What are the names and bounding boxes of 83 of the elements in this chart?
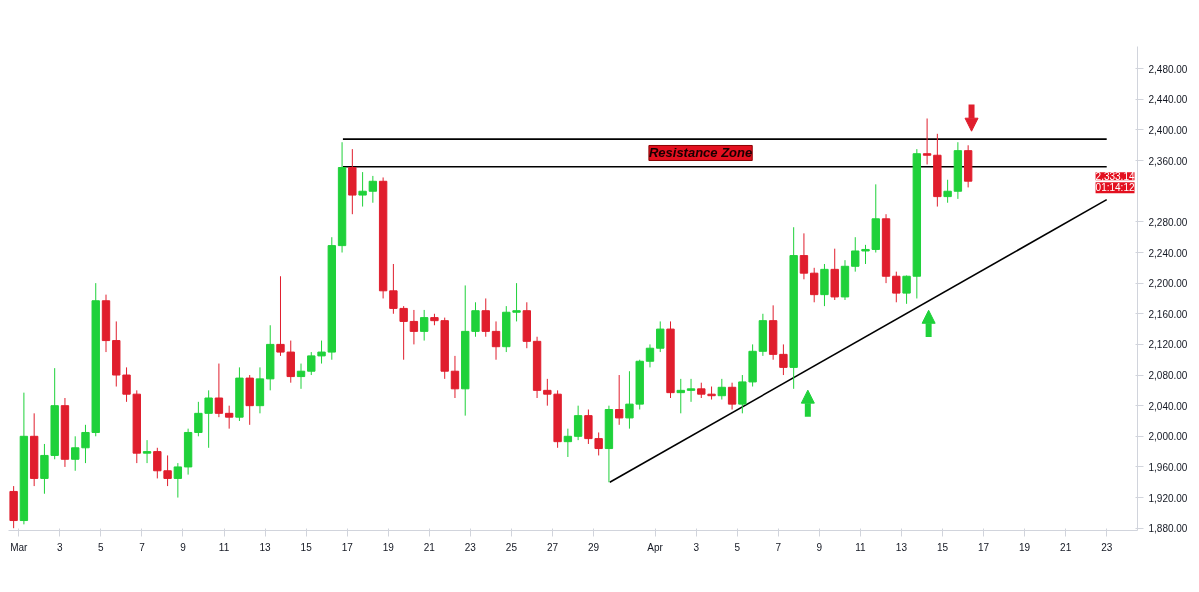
candlestick bbox=[358, 171, 367, 208]
candlestick bbox=[419, 309, 429, 342]
y-tick-label: 2,400.00 bbox=[1148, 124, 1188, 136]
candlestick bbox=[614, 374, 624, 426]
y-tick-label: 2,160.00 bbox=[1148, 308, 1188, 320]
candlestick bbox=[625, 370, 634, 430]
candlestick bbox=[71, 435, 80, 472]
candlestick bbox=[276, 275, 285, 357]
x-tick-label: 13 bbox=[895, 541, 908, 553]
candlestick bbox=[307, 351, 316, 376]
x-tick-label: 15 bbox=[300, 541, 313, 553]
y-tick-label: 2,360.00 bbox=[1148, 155, 1188, 167]
y-tick-label: 2,120.00 bbox=[1148, 339, 1188, 351]
x-tick-label: Mar bbox=[10, 541, 29, 553]
candlestick bbox=[799, 232, 809, 280]
x-tick-label: 13 bbox=[259, 541, 272, 553]
x-tick-label: 21 bbox=[1060, 541, 1072, 553]
y-tick-label: 2,200.00 bbox=[1148, 278, 1188, 290]
candlestick bbox=[922, 117, 932, 165]
candlestick bbox=[810, 267, 819, 303]
candlestick bbox=[851, 236, 860, 273]
candlestick bbox=[214, 363, 224, 418]
x-tick-label: 9 bbox=[816, 541, 823, 553]
candlestick bbox=[142, 439, 152, 464]
candlestick bbox=[656, 320, 665, 353]
x-tick-label: 23 bbox=[464, 541, 477, 553]
x-tick-label: 25 bbox=[505, 541, 518, 553]
x-tick-label: 29 bbox=[587, 541, 600, 553]
y-tick-label: 2,440.00 bbox=[1148, 94, 1188, 106]
candlestick bbox=[491, 320, 501, 361]
x-tick-label: 3 bbox=[693, 541, 700, 553]
annotation: Resistance Zone bbox=[648, 145, 753, 161]
candlestick bbox=[163, 454, 172, 487]
x-tick-label: 11 bbox=[855, 541, 867, 553]
x-tick-label: 7 bbox=[775, 541, 782, 553]
annotation: 2,333.14 bbox=[1095, 171, 1135, 183]
candlestick bbox=[368, 175, 378, 204]
candlestick bbox=[481, 297, 490, 338]
candlestick bbox=[409, 309, 419, 345]
x-tick-label: 17 bbox=[977, 541, 990, 553]
x-tick-label: 5 bbox=[734, 541, 741, 553]
candlestick bbox=[173, 462, 183, 499]
x-tick-label: 17 bbox=[341, 541, 354, 553]
y-tick-label: 2,480.00 bbox=[1148, 63, 1188, 75]
candlestick bbox=[892, 271, 901, 303]
y-tick-label: 1,920.00 bbox=[1148, 492, 1188, 504]
candlestick bbox=[738, 374, 747, 414]
candlestick bbox=[779, 343, 788, 376]
candlestick bbox=[224, 405, 234, 430]
annotation: 01:14:12 bbox=[1095, 182, 1135, 194]
candlestick bbox=[645, 343, 655, 368]
x-tick-label: 19 bbox=[1019, 541, 1031, 553]
candlestick bbox=[686, 378, 696, 403]
x-tick-label: 11 bbox=[218, 541, 230, 553]
y-tick-label: 2,080.00 bbox=[1148, 370, 1188, 382]
x-tick-label: 21 bbox=[423, 541, 436, 553]
y-tick-label: 2,040.00 bbox=[1148, 400, 1188, 412]
candlestick bbox=[450, 355, 460, 399]
x-tick-label: 27 bbox=[546, 541, 559, 553]
x-tick-label: 23 bbox=[1101, 541, 1113, 553]
candlestick bbox=[727, 382, 737, 410]
candlestick bbox=[573, 405, 583, 441]
candlestick bbox=[543, 378, 552, 407]
x-tick-label: 15 bbox=[936, 541, 949, 553]
x-tick-label: 5 bbox=[98, 541, 105, 553]
x-tick-label: 7 bbox=[139, 541, 146, 553]
y-tick-label: 2,000.00 bbox=[1148, 431, 1188, 443]
candlestick bbox=[902, 274, 911, 305]
candlestick bbox=[153, 447, 162, 479]
x-tick-label: 3 bbox=[57, 541, 64, 553]
candlestick bbox=[296, 363, 306, 390]
y-tick-label: 1,960.00 bbox=[1148, 461, 1188, 473]
y-tick-label: 2,280.00 bbox=[1148, 216, 1188, 228]
y-tick-label: 1,880.00 bbox=[1148, 523, 1188, 535]
x-tick-label: 19 bbox=[382, 541, 395, 553]
candlestick bbox=[943, 179, 952, 204]
candlestick bbox=[563, 428, 573, 458]
x-tick-label: Apr bbox=[647, 541, 664, 553]
candlestick bbox=[317, 340, 326, 365]
candlestick bbox=[676, 378, 685, 414]
x-tick-label: 9 bbox=[180, 541, 187, 553]
y-tick-label: 2,240.00 bbox=[1148, 247, 1188, 259]
candlestick bbox=[717, 378, 727, 401]
